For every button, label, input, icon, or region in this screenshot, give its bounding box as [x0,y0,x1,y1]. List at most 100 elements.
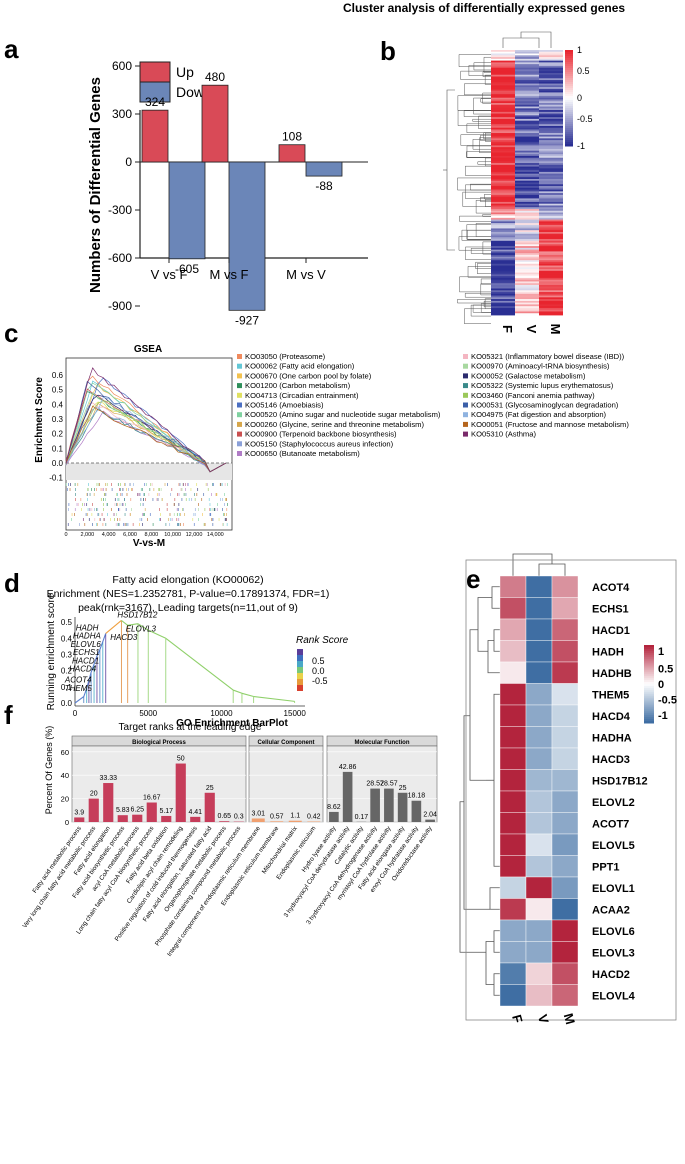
heatmap-cell-ELOVL1-V [525,876,553,899]
heatmap-cell [491,101,515,104]
bar-down-label: -927 [235,313,259,327]
legend-gradient-step [565,112,573,115]
heatmap-cell [539,198,563,201]
panel-label-b: b [380,36,396,66]
heatmap-cell [491,87,515,90]
legend-gradient-step [565,144,573,147]
heatmap-cell [491,95,515,99]
go-bar-value-label: 0.17 [355,814,369,821]
legend-gradient-step [297,649,303,655]
heatmap-cell [539,131,563,134]
heatmap-cell [539,239,563,242]
legend-gradient-step [644,703,654,706]
heatmap-cell [515,180,539,183]
heatmap-cell-HACD2-M [551,962,579,985]
running-score-segment [96,649,101,657]
bar-down-label: -88 [315,179,333,193]
legend-gradient-step [644,668,654,671]
heatmap-cell [491,258,515,261]
column-label-M: M [548,324,563,335]
heatmap-cell [539,293,563,296]
heatmap-cell [539,69,563,72]
heatmap-cell [491,267,515,270]
go-bar-value-label: 0.3 [234,814,244,821]
heatmap-cell [491,141,515,145]
bar-down-M vs V [305,161,343,177]
heatmap-cell [539,118,563,122]
dendrogram-branch [480,197,491,203]
heatmap-cell [539,237,563,240]
heatmap-cell [515,246,539,249]
heatmap-cell [515,249,539,252]
heatmap-cell [491,78,515,81]
dendrogram-branch [462,191,491,207]
heatmap-cell [515,159,539,162]
go-bar-value-label: 3.01 [251,810,265,817]
heatmap-cell-ELOVL1-M [551,876,579,899]
legend-gradient-step [297,667,303,673]
dendrogram-branch [461,229,491,241]
heatmap-cell [539,187,563,190]
heatmap-cell [539,196,563,199]
panel-a-ylabel: Numbers of Differential Genes [87,77,104,293]
heatmap-cell [539,156,563,159]
heatmap-cell [539,290,563,293]
heatmap-cell [539,97,563,100]
heatmap-cell [515,115,539,118]
dendrogram-branch [477,161,491,165]
heatmap-cell [515,182,539,185]
heatmap-cell [515,191,539,194]
heatmap-cell [491,295,515,298]
heatmap-cell-ACOT4-V [525,575,553,598]
legend-gradient-step [565,108,573,111]
dendrogram-branch [480,134,491,141]
heatmap-cell [539,145,563,148]
heatmap-cell [515,295,539,298]
legend-gradient-step [565,118,573,121]
legend-label: KO05321 (Inflammatory bowel disease (IBD… [471,352,625,361]
go-bar-value-label: 42.86 [339,764,357,771]
go-bar-Long chain fatty acyl CoA biosynthetic process [146,802,157,822]
heatmap-cell [491,288,515,291]
go-bar-Very long chain fatty acid metabolic process [88,798,99,822]
heatmap-cell [491,306,515,309]
panel-a-xtick-label: V vs F [151,267,188,282]
gene-label-ELOVL2: ELOVL2 [592,797,635,809]
heatmap-cell [491,210,515,213]
heatmap-cell-ACOT7-F [499,812,527,835]
legend-gradient-step [644,709,654,712]
legend-label: KO05150 (Staphylococcus aureus infection… [245,439,394,448]
heatmap-cell [539,76,563,79]
heatmap-cell [491,99,515,102]
legend-gradient-step [565,60,573,63]
heatmap-cell [491,140,515,143]
go-bar-Fatty acid elongation [103,783,114,822]
heatmap-cell [515,120,539,123]
heatmap-cell [539,87,563,90]
heatmap-cell [491,293,515,296]
panel-d-xtick-label: 0 [73,709,78,718]
heatmap-cell [515,286,539,289]
panel-c-gsea: GSEA Enrichment Score V-vs-M 0.6 0.5 0.4 0.… [34,344,629,549]
heatmap-cell [515,244,539,247]
heatmap-cell [491,94,515,97]
heatmap-cell [539,276,563,279]
heatmap-cell [491,81,515,84]
heatmap-cell [539,99,563,102]
heatmap-cell [515,207,539,210]
heatmap-cell [491,62,515,65]
heatmap-cell [515,223,539,226]
running-score-segment [241,692,254,698]
go-bar-Fatty acid elongase activity [397,792,408,822]
heatmap-cell-ACOT7-V [525,812,553,835]
legend-gradient-step [565,106,573,109]
go-bar-Hydro lyase activity [329,811,339,822]
legend-gradient-step [565,102,573,105]
gene-label-ACOT4: ACOT4 [64,676,92,685]
go-bar-value-label: 18.18 [408,793,426,800]
legend-gradient-step [644,715,654,718]
heatmap-cell-HACD3-M [551,747,579,770]
heatmap-cell [515,111,539,114]
heatmap-cell [539,214,563,217]
go-bar-value-label: 5.83 [116,807,130,814]
